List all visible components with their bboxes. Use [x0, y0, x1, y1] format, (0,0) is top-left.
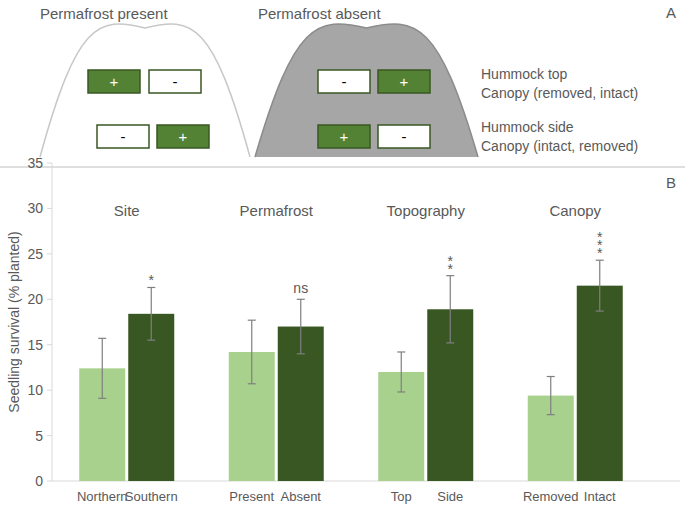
x-tick-label: Southern	[125, 489, 178, 504]
significance-part: *	[448, 261, 454, 277]
error-stem	[550, 377, 551, 415]
y-axis-label: Seedling survival (% planted)	[6, 231, 22, 412]
panel-label: A	[666, 4, 676, 21]
x-tick-label: Top	[391, 489, 412, 504]
significance: ns	[293, 280, 308, 296]
group-title: Permafrost	[240, 202, 314, 219]
label: Canopy (intact, removed)	[481, 138, 638, 154]
hummock	[255, 24, 478, 157]
x-tick-label: Removed	[523, 489, 579, 504]
figure: A Permafrost present + - - + Permafrost absent…	[0, 0, 685, 512]
error-stem	[401, 352, 402, 392]
y-tick-label: 20	[27, 291, 43, 307]
hummock	[40, 24, 250, 157]
box-sign: +	[340, 128, 349, 145]
label: Permafrost absent	[258, 5, 381, 22]
box-sign: -	[121, 128, 126, 145]
error-cap	[547, 376, 555, 377]
label: Hummock top	[481, 66, 568, 82]
panel-label: B	[666, 174, 676, 191]
error-bar	[98, 338, 106, 398]
plot-box	[318, 70, 370, 93]
y-tick	[47, 163, 52, 164]
group-title: Canopy	[549, 202, 601, 219]
plot-box	[318, 125, 370, 148]
error-cap	[397, 391, 405, 392]
y-tick-label: 10	[27, 382, 43, 398]
error-cap	[98, 338, 106, 339]
error-stem	[151, 287, 152, 340]
error-bar	[596, 260, 604, 311]
error-stem	[599, 260, 600, 311]
y-tick-label: 15	[27, 337, 43, 353]
label: Canopy (removed, intact)	[481, 85, 638, 101]
x-tick-label: Present	[229, 489, 274, 504]
y-tick-label: 30	[27, 200, 43, 216]
x-tick-label: Side	[437, 489, 463, 504]
error-cap	[547, 414, 555, 415]
error-bar	[446, 276, 454, 343]
box-sign: -	[402, 128, 407, 145]
error-cap	[397, 351, 405, 352]
plot-box	[378, 125, 430, 148]
y-tick	[47, 208, 52, 209]
significance: **	[448, 253, 454, 277]
significance: *	[149, 272, 155, 288]
x-tick-label: Absent	[281, 489, 322, 504]
plot-box	[149, 70, 201, 93]
error-cap	[446, 342, 454, 343]
error-bar	[547, 377, 555, 415]
significance-part: *	[149, 272, 155, 288]
y-tick	[47, 253, 52, 254]
error-cap	[297, 353, 305, 354]
error-cap	[297, 299, 305, 300]
y-tick-label: 0	[35, 473, 43, 489]
y-tick	[47, 299, 52, 300]
box-sign: +	[400, 73, 409, 90]
y-tick	[47, 390, 52, 391]
bar	[577, 286, 623, 481]
error-cap	[248, 383, 256, 384]
plot-box	[157, 125, 209, 148]
y-tick-label: 5	[35, 428, 43, 444]
box-sign: +	[110, 73, 119, 90]
x-tick-label: Northern	[77, 489, 128, 504]
significance-part: *	[597, 245, 603, 261]
y-tick	[47, 344, 52, 345]
group-title: Site	[114, 202, 140, 219]
error-cap	[147, 340, 155, 341]
box-sign: -	[342, 73, 347, 90]
error-bar	[248, 320, 256, 384]
y-tick-label: 35	[27, 155, 43, 171]
box-sign: +	[179, 128, 188, 145]
error-stem	[251, 320, 252, 384]
label: Permafrost present	[40, 5, 168, 22]
error-bar	[147, 287, 155, 340]
plot-box	[378, 70, 430, 93]
group-title: Topography	[387, 202, 466, 219]
x-tick-label: Intact	[584, 489, 616, 504]
bars	[79, 260, 623, 481]
y-tick	[47, 481, 52, 482]
box-sign: -	[173, 73, 178, 90]
error-bar	[297, 299, 305, 354]
error-stem	[300, 299, 301, 354]
plot-box	[97, 125, 149, 148]
error-cap	[248, 320, 256, 321]
divider	[0, 167, 685, 168]
error-bar	[397, 352, 405, 392]
significance: ***	[597, 229, 603, 261]
plot-box	[88, 70, 140, 93]
label: Hummock side	[481, 119, 574, 135]
error-stem	[450, 276, 451, 343]
y-tick-label: 25	[27, 246, 43, 262]
error-cap	[596, 310, 604, 311]
y-axis	[52, 163, 53, 481]
error-cap	[98, 398, 106, 399]
y-tick	[47, 435, 52, 436]
error-stem	[102, 338, 103, 398]
